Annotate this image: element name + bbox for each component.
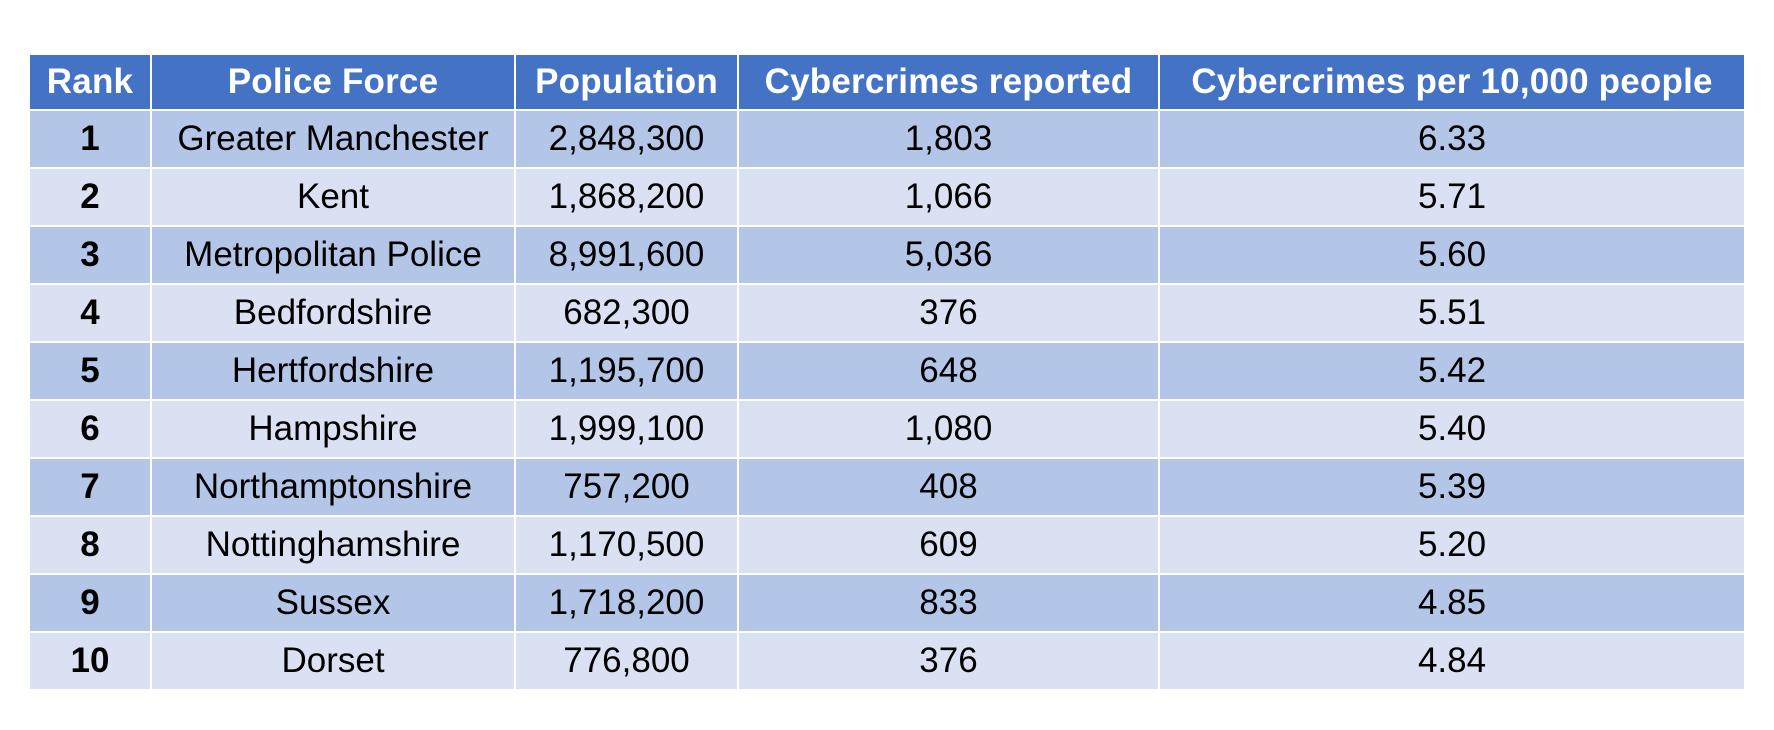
column-header-population: Population bbox=[514, 55, 739, 111]
rank-cell: 6 bbox=[30, 399, 152, 459]
table-row: 3 Metropolitan Police 8,991,600 5,036 5.… bbox=[30, 225, 1744, 285]
cybercrimes-reported-cell: 376 bbox=[737, 631, 1160, 689]
table-row: 1 Greater Manchester 2,848,300 1,803 6.3… bbox=[30, 109, 1744, 169]
column-header-police-force: Police Force bbox=[150, 55, 516, 111]
rank-cell: 5 bbox=[30, 341, 152, 401]
police-force-cell: Sussex bbox=[150, 573, 516, 633]
table-row: 5 Hertfordshire 1,195,700 648 5.42 bbox=[30, 341, 1744, 401]
police-force-cell: Bedfordshire bbox=[150, 283, 516, 343]
police-force-cell: Northamptonshire bbox=[150, 457, 516, 517]
population-cell: 1,868,200 bbox=[514, 167, 739, 227]
rank-cell: 9 bbox=[30, 573, 152, 633]
table-row: 8 Nottinghamshire 1,170,500 609 5.20 bbox=[30, 515, 1744, 575]
cybercrimes-per-10000-cell: 6.33 bbox=[1158, 109, 1744, 169]
cybercrimes-reported-cell: 833 bbox=[737, 573, 1160, 633]
cybercrime-table: Rank Police Force Population Cybercrimes… bbox=[30, 55, 1744, 689]
cybercrimes-per-10000-cell: 5.40 bbox=[1158, 399, 1744, 459]
table-row: 7 Northamptonshire 757,200 408 5.39 bbox=[30, 457, 1744, 517]
rank-cell: 10 bbox=[30, 631, 152, 689]
table-row: 6 Hampshire 1,999,100 1,080 5.40 bbox=[30, 399, 1744, 459]
rank-cell: 7 bbox=[30, 457, 152, 517]
police-force-cell: Kent bbox=[150, 167, 516, 227]
cybercrimes-per-10000-cell: 5.71 bbox=[1158, 167, 1744, 227]
police-force-cell: Metropolitan Police bbox=[150, 225, 516, 285]
cybercrimes-reported-cell: 609 bbox=[737, 515, 1160, 575]
cybercrimes-per-10000-cell: 5.20 bbox=[1158, 515, 1744, 575]
population-cell: 1,718,200 bbox=[514, 573, 739, 633]
cybercrimes-per-10000-cell: 5.60 bbox=[1158, 225, 1744, 285]
table-row: 9 Sussex 1,718,200 833 4.85 bbox=[30, 573, 1744, 633]
population-cell: 1,999,100 bbox=[514, 399, 739, 459]
cybercrimes-reported-cell: 408 bbox=[737, 457, 1160, 517]
police-force-cell: Hampshire bbox=[150, 399, 516, 459]
cybercrimes-reported-cell: 648 bbox=[737, 341, 1160, 401]
rank-cell: 3 bbox=[30, 225, 152, 285]
rank-cell: 2 bbox=[30, 167, 152, 227]
column-header-cybercrimes-per-10000: Cybercrimes per 10,000 people bbox=[1158, 55, 1744, 111]
cybercrimes-per-10000-cell: 5.42 bbox=[1158, 341, 1744, 401]
table-row: 10 Dorset 776,800 376 4.84 bbox=[30, 631, 1744, 689]
population-cell: 8,991,600 bbox=[514, 225, 739, 285]
rank-cell: 8 bbox=[30, 515, 152, 575]
cybercrimes-per-10000-cell: 4.84 bbox=[1158, 631, 1744, 689]
cybercrimes-per-10000-cell: 5.51 bbox=[1158, 283, 1744, 343]
column-header-cybercrimes-reported: Cybercrimes reported bbox=[737, 55, 1160, 111]
table-header: Rank Police Force Population Cybercrimes… bbox=[30, 55, 1744, 111]
population-cell: 776,800 bbox=[514, 631, 739, 689]
police-force-cell: Dorset bbox=[150, 631, 516, 689]
cybercrimes-reported-cell: 1,080 bbox=[737, 399, 1160, 459]
population-cell: 682,300 bbox=[514, 283, 739, 343]
police-force-cell: Nottinghamshire bbox=[150, 515, 516, 575]
cybercrimes-reported-cell: 5,036 bbox=[737, 225, 1160, 285]
cybercrimes-per-10000-cell: 5.39 bbox=[1158, 457, 1744, 517]
header-row: Rank Police Force Population Cybercrimes… bbox=[30, 55, 1744, 111]
cybercrimes-reported-cell: 1,803 bbox=[737, 109, 1160, 169]
rank-cell: 1 bbox=[30, 109, 152, 169]
rank-cell: 4 bbox=[30, 283, 152, 343]
data-table: Rank Police Force Population Cybercrimes… bbox=[30, 55, 1744, 689]
table-row: 4 Bedfordshire 682,300 376 5.51 bbox=[30, 283, 1744, 343]
column-header-rank: Rank bbox=[30, 55, 152, 111]
cybercrimes-reported-cell: 1,066 bbox=[737, 167, 1160, 227]
population-cell: 1,195,700 bbox=[514, 341, 739, 401]
police-force-cell: Greater Manchester bbox=[150, 109, 516, 169]
police-force-cell: Hertfordshire bbox=[150, 341, 516, 401]
population-cell: 2,848,300 bbox=[514, 109, 739, 169]
table-row: 2 Kent 1,868,200 1,066 5.71 bbox=[30, 167, 1744, 227]
table-body: 1 Greater Manchester 2,848,300 1,803 6.3… bbox=[30, 109, 1744, 689]
cybercrimes-per-10000-cell: 4.85 bbox=[1158, 573, 1744, 633]
population-cell: 757,200 bbox=[514, 457, 739, 517]
cybercrimes-reported-cell: 376 bbox=[737, 283, 1160, 343]
population-cell: 1,170,500 bbox=[514, 515, 739, 575]
